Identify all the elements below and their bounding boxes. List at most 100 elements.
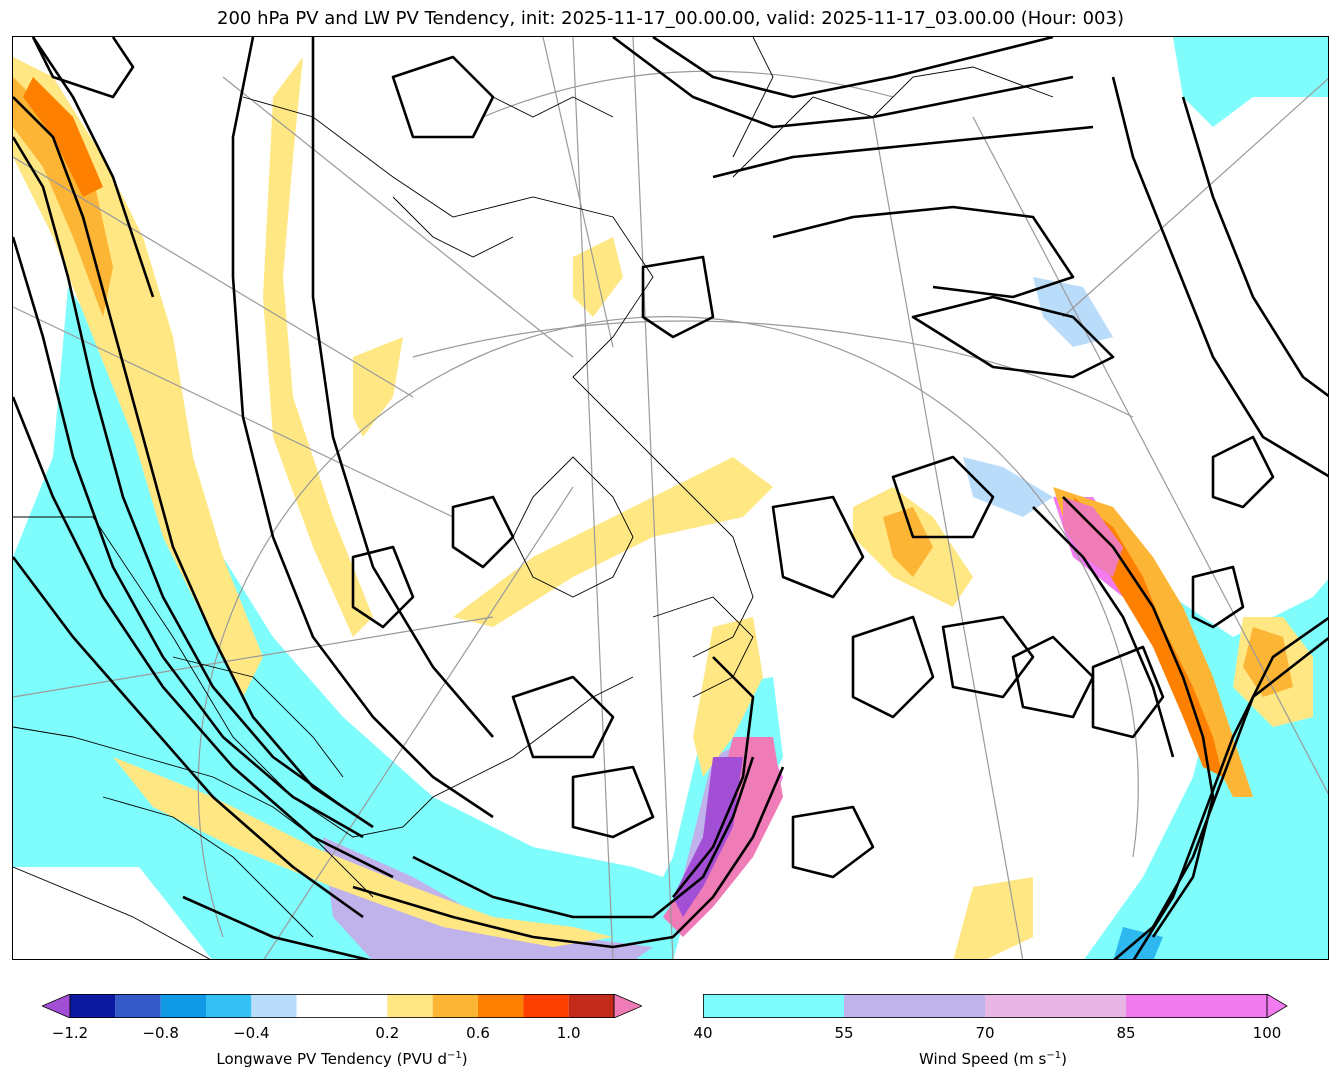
wind-tick-label: 55 — [834, 1024, 854, 1042]
wind-speed-colorbar-label: Wind Speed (m s−1) — [703, 1050, 1283, 1068]
map-canvas — [13, 37, 1328, 959]
tendency-fill-region-2 — [23, 77, 103, 197]
coastline-10 — [392, 196, 514, 258]
pv-colorbar-over-arrow — [613, 994, 642, 1018]
pv-contour-21 — [772, 205, 1075, 299]
pv-contour-33 — [511, 675, 615, 759]
pv-colorbar-bin-2 — [160, 994, 206, 1018]
coastline-1 — [13, 726, 374, 898]
pv-colorbar-bin-7 — [432, 994, 478, 1018]
wind-speed-colorbar-bar — [703, 994, 1288, 1018]
wind-colorbar-over-arrow — [1266, 994, 1288, 1018]
wind-colorbar-bin-1 — [844, 994, 985, 1018]
tendency-fill-region-19 — [1033, 277, 1113, 347]
tendency-fill-region-15 — [1063, 497, 1123, 577]
pv-contour-18 — [652, 37, 1054, 99]
pv-tick-label: −1.2 — [51, 1024, 89, 1042]
wind-tick-label: 85 — [1116, 1024, 1136, 1042]
pv-colorbar-bin-6 — [387, 994, 433, 1018]
wind-tick-label: 100 — [1252, 1024, 1282, 1042]
pv-contour-35 — [791, 805, 875, 879]
pv-contour-2 — [13, 236, 364, 839]
wind-colorbar-outline — [703, 994, 1268, 1018]
pv-colorbar-bin-3 — [206, 994, 252, 1018]
tendency-fill-region-16 — [353, 337, 403, 437]
pv-contour-14 — [1062, 496, 1215, 938]
coastline-7 — [732, 37, 774, 158]
pv-contour-10 — [412, 756, 755, 919]
wind-speed-colorbar — [703, 994, 1303, 1018]
pv-contour-23 — [451, 495, 515, 569]
pv-colorbar-bin-1 — [115, 994, 161, 1018]
tendency-fill-region-17 — [573, 237, 623, 317]
pv-contour-34 — [571, 765, 655, 839]
pv-contour-28 — [851, 615, 935, 719]
pv-colorbar-bin-5 — [296, 994, 388, 1018]
wind-tick-label: 70 — [975, 1024, 995, 1042]
wind-colorbar-bin-0 — [703, 994, 844, 1018]
grid-line-0 — [197, 316, 1139, 938]
pv-contour-26 — [771, 495, 865, 599]
pv-tick-label: 0.6 — [466, 1024, 490, 1042]
pv-contour-30 — [1091, 645, 1165, 739]
grid-line-4 — [872, 116, 1024, 959]
pv-contour-15 — [1032, 506, 1175, 758]
coastline-3 — [242, 96, 754, 658]
pv-contour-5 — [31, 37, 155, 298]
coastline-9 — [102, 796, 314, 938]
wind-label-end: ) — [1061, 1050, 1067, 1068]
tendency-fill-region-18 — [963, 457, 1053, 517]
wind-colorbar-bin-2 — [985, 994, 1126, 1018]
grid-line-11 — [542, 37, 614, 348]
wind-colorbar-bin-3 — [1126, 994, 1267, 1018]
pv-contour-8 — [182, 895, 371, 959]
pv-contour-17 — [1181, 96, 1328, 398]
pv-colorbar-bin-4 — [251, 994, 297, 1018]
grid-line-7 — [13, 156, 414, 398]
tendency-fill-region-3 — [263, 57, 373, 637]
pv-colorbar-bin-8 — [478, 994, 524, 1018]
pv-tendency-colorbar-label: Longwave PV Tendency (PVU d−1) — [42, 1050, 642, 1068]
grid-line-6 — [1062, 77, 1328, 318]
tendency-fill-region-5 — [453, 457, 773, 627]
pv-contour-12 — [1132, 616, 1328, 959]
pv-contour-19 — [612, 37, 1074, 129]
pv-tendency-colorbar-bar — [42, 994, 642, 1018]
pv-contour-38 — [1191, 565, 1245, 629]
pv-contour-9 — [352, 766, 785, 949]
pv-tick-label: −0.4 — [233, 1024, 270, 1042]
pv-contour-7 — [311, 37, 494, 738]
coastline-4 — [512, 456, 634, 598]
pv-contour-4 — [13, 556, 364, 919]
pv-contour-31 — [391, 55, 495, 139]
map-panel[interactable] — [12, 36, 1329, 960]
wind-tick-label: 40 — [693, 1024, 713, 1042]
grid-line-3 — [632, 37, 674, 959]
tendency-fill-region-21 — [953, 877, 1033, 959]
tendency-fill-region-7 — [883, 507, 933, 577]
pv-contour-36 — [1211, 435, 1275, 509]
wind-label-text: Wind Speed (m s — [919, 1050, 1047, 1068]
tendency-fill-region-4 — [113, 757, 613, 947]
coastline-2 — [13, 866, 211, 959]
grid-line-1 — [412, 320, 1134, 418]
wind-label-exponent: −1 — [1046, 1050, 1062, 1061]
pv-contours — [13, 37, 1328, 959]
pv-contour-20 — [712, 125, 1094, 179]
pv-contour-6 — [231, 37, 494, 819]
tendency-fill-region-1 — [13, 77, 113, 317]
grid-line-2 — [482, 70, 894, 118]
grid-line-8 — [13, 306, 454, 518]
pv-label-text: Longwave PV Tendency (PVU d — [216, 1050, 448, 1068]
pv-colorbar-bin-0 — [70, 994, 116, 1018]
pv-contour-22 — [911, 295, 1115, 379]
pv-colorbar-bin-10 — [568, 994, 614, 1018]
tendency-fill-region-11 — [1243, 627, 1293, 697]
wind-fill-region-2 — [323, 837, 653, 959]
tendency-fill-region-12 — [693, 617, 763, 777]
coastline-6 — [652, 596, 754, 698]
pv-colorbar-bin-9 — [523, 994, 569, 1018]
pv-tick-label: 0.2 — [375, 1024, 400, 1042]
pv-contour-16 — [1111, 76, 1328, 478]
wind-fill-region-5 — [1173, 37, 1328, 127]
